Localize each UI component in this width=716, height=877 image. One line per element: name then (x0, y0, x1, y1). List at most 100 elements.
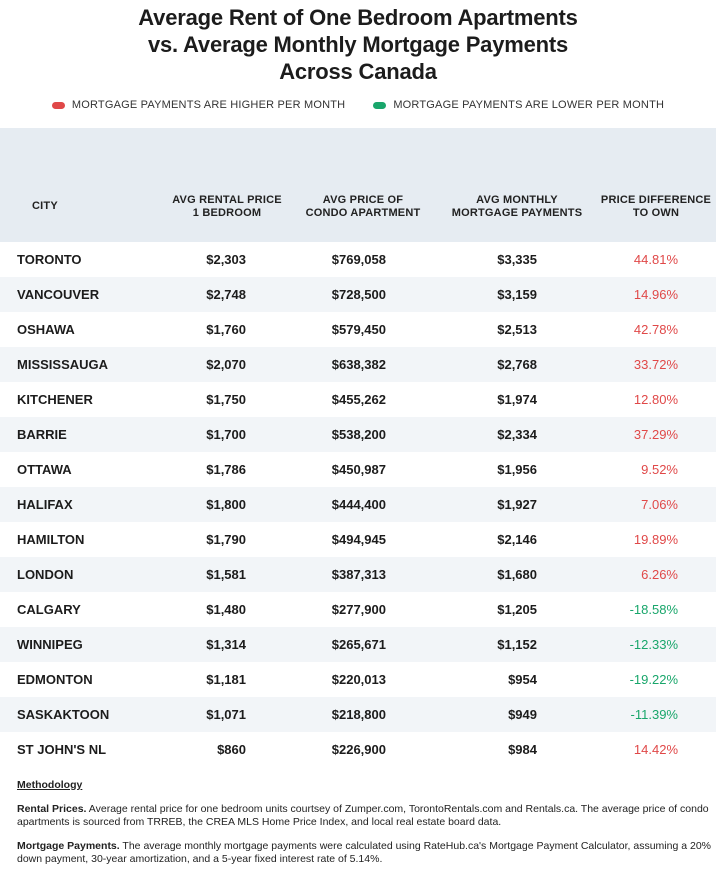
difference-cell: 7.06% (641, 497, 678, 512)
header-price-difference: PRICE DIFFERENCE TO OWN (600, 194, 712, 219)
methodology-mortgage: Mortgage Payments. The average monthly m… (17, 840, 712, 865)
condo-price-cell: $265,671 (331, 637, 386, 652)
rent-cell: $1,790 (206, 532, 246, 547)
condo-price-cell: $538,200 (331, 427, 386, 442)
city-cell: WINNIPEG (17, 637, 83, 652)
table-row: HAMILTON $1,790 $494,945 $2,146 19.89% (0, 522, 716, 557)
city-cell: KITCHENER (17, 392, 93, 407)
table-row: SASKAKTOON $1,071 $218,800 $949 -11.39% (0, 697, 716, 732)
mortgage-cell: $2,146 (497, 532, 537, 547)
mortgage-cell: $984 (508, 742, 537, 757)
mortgage-cell: $1,974 (497, 392, 537, 407)
rent-cell: $1,750 (206, 392, 246, 407)
table-row: WINNIPEG $1,314 $265,671 $1,152 -12.33% (0, 627, 716, 662)
city-cell: LONDON (17, 567, 74, 582)
mortgage-cell: $1,927 (497, 497, 537, 512)
green-swatch-icon (373, 101, 387, 109)
rent-cell: $1,800 (206, 497, 246, 512)
difference-cell: -19.22% (629, 672, 678, 687)
difference-cell: 14.96% (633, 287, 678, 302)
rent-cell: $1,181 (206, 672, 246, 687)
city-cell: BARRIE (17, 427, 67, 442)
legend: MORTGAGE PAYMENTS ARE HIGHER PER MONTH M… (0, 99, 716, 111)
mortgage-cell: $1,680 (497, 567, 537, 582)
difference-cell: -18.58% (629, 602, 678, 617)
difference-cell: 44.81% (633, 252, 678, 267)
table-row: MISSISSAUGA $2,070 $638,382 $2,768 33.72% (0, 347, 716, 382)
rent-cell: $1,760 (206, 322, 246, 337)
mortgage-cell: $3,159 (497, 287, 537, 302)
difference-cell: 14.42% (633, 742, 678, 757)
city-cell: MISSISSAUGA (17, 357, 109, 372)
condo-price-cell: $494,945 (331, 532, 386, 547)
methodology-text: The average monthly mortgage payments we… (17, 840, 711, 865)
legend-label: MORTGAGE PAYMENTS ARE HIGHER PER MONTH (71, 99, 346, 111)
difference-cell: 33.72% (633, 357, 678, 372)
header-mortgage-payments: AVG MONTHLY MORTGAGE PAYMENTS (451, 194, 583, 219)
city-cell: OSHAWA (17, 322, 75, 337)
condo-price-cell: $387,313 (331, 567, 386, 582)
rent-cell: $2,748 (206, 287, 246, 302)
city-cell: CALGARY (17, 602, 81, 617)
difference-cell: -12.33% (629, 637, 678, 652)
rent-cell: $2,070 (206, 357, 246, 372)
header-rental-price: AVG RENTAL PRICE 1 BEDROOM (172, 194, 282, 219)
methodology-heading: Methodology (17, 779, 83, 791)
title-line: Average Rent of One Bedroom Apartments (138, 5, 578, 30)
condo-price-cell: $579,450 (331, 322, 386, 337)
difference-cell: 9.52% (641, 462, 678, 477)
table-row: EDMONTON $1,181 $220,013 $954 -19.22% (0, 662, 716, 697)
data-table: CITY AVG RENTAL PRICE 1 BEDROOM AVG PRICE… (0, 128, 716, 767)
city-cell: EDMONTON (17, 672, 93, 687)
difference-cell: 42.78% (633, 322, 678, 337)
condo-price-cell: $444,400 (331, 497, 386, 512)
table-row: LONDON $1,581 $387,313 $1,680 6.26% (0, 557, 716, 592)
city-cell: VANCOUVER (17, 287, 100, 302)
rent-cell: $860 (217, 742, 246, 757)
rent-cell: $1,071 (206, 707, 246, 722)
table-row: CALGARY $1,480 $277,900 $1,205 -18.58% (0, 592, 716, 627)
condo-price-cell: $728,500 (331, 287, 386, 302)
rent-cell: $1,786 (206, 462, 246, 477)
condo-price-cell: $226,900 (331, 742, 386, 757)
header-condo-price: AVG PRICE OF CONDO APARTMENT (305, 194, 421, 219)
methodology-label: Rental Prices. (17, 803, 87, 815)
methodology-text: Average rental price for one bedroom uni… (17, 803, 709, 828)
header-city: CITY (32, 200, 58, 212)
city-cell: SASKAKTOON (17, 707, 110, 722)
condo-price-cell: $450,987 (331, 462, 386, 477)
rent-cell: $1,480 (206, 602, 246, 617)
rent-cell: $1,314 (206, 637, 246, 652)
chart-title: Average Rent of One Bedroom Apartments v… (0, 4, 716, 85)
legend-item-higher: MORTGAGE PAYMENTS ARE HIGHER PER MONTH (51, 99, 346, 111)
mortgage-cell: $3,335 (497, 252, 537, 267)
red-swatch-icon (51, 101, 65, 109)
methodology-label: Mortgage Payments. (17, 840, 120, 852)
mortgage-cell: $2,334 (497, 427, 537, 442)
legend-label: MORTGAGE PAYMENTS ARE LOWER PER MONTH (393, 99, 665, 111)
difference-cell: 6.26% (641, 567, 678, 582)
difference-cell: 19.89% (633, 532, 678, 547)
title-line: Across Canada (279, 59, 437, 84)
table-row: HALIFAX $1,800 $444,400 $1,927 7.06% (0, 487, 716, 522)
condo-price-cell: $638,382 (331, 357, 386, 372)
rent-cell: $1,700 (206, 427, 246, 442)
table-row: ST JOHN'S NL $860 $226,900 $984 14.42% (0, 732, 716, 767)
methodology: Methodology Rental Prices. Average renta… (17, 779, 712, 877)
condo-price-cell: $455,262 (331, 392, 386, 407)
city-cell: HALIFAX (17, 497, 73, 512)
table-header: CITY AVG RENTAL PRICE 1 BEDROOM AVG PRICE… (0, 128, 716, 242)
table-row: VANCOUVER $2,748 $728,500 $3,159 14.96% (0, 277, 716, 312)
mortgage-cell: $954 (508, 672, 537, 687)
condo-price-cell: $218,800 (331, 707, 386, 722)
table-row: KITCHENER $1,750 $455,262 $1,974 12.80% (0, 382, 716, 417)
difference-cell: -11.39% (630, 707, 678, 722)
table-body: TORONTO $2,303 $769,058 $3,335 44.81% VANCOUV… (0, 242, 716, 767)
mortgage-cell: $1,205 (497, 602, 537, 617)
condo-price-cell: $769,058 (331, 252, 386, 267)
table-row: OTTAWA $1,786 $450,987 $1,956 9.52% (0, 452, 716, 487)
methodology-rental: Rental Prices. Average rental price for … (17, 803, 712, 828)
condo-price-cell: $277,900 (331, 602, 386, 617)
difference-cell: 37.29% (633, 427, 678, 442)
mortgage-cell: $949 (508, 707, 537, 722)
